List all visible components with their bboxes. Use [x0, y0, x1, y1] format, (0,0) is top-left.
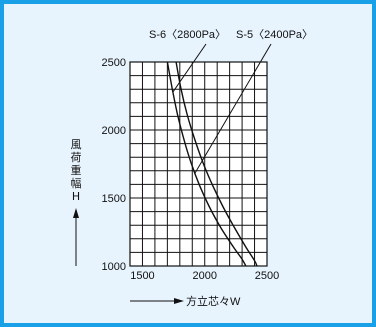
y-axis-title-char: 荷	[71, 151, 82, 164]
plot-border	[129, 61, 268, 267]
y-axis-title-char: 幅	[71, 177, 82, 190]
leader-line-2	[194, 43, 272, 174]
leader-line-1	[172, 43, 207, 93]
curves	[166, 61, 258, 267]
y-tick-label: 1500	[102, 193, 126, 205]
y-tick-label: 2500	[102, 57, 126, 69]
y-tick-labels: 1000 1500 2000 2500	[102, 57, 126, 273]
series-label-1: S-6〈2800Pa〉	[149, 28, 226, 41]
y-axis-arrow-head	[73, 208, 79, 218]
plot-area	[130, 62, 267, 266]
series-curve-1	[166, 61, 247, 267]
series-curve-2	[175, 61, 258, 267]
x-axis-arrow-head	[174, 298, 184, 304]
y-axis-title-char: H	[72, 190, 80, 203]
x-tick-label: 2000	[192, 270, 216, 282]
x-tick-labels: 1500 2000 2500	[130, 270, 279, 282]
x-axis-title: 方立芯々W	[186, 294, 241, 308]
x-tick-label: 1500	[130, 270, 154, 282]
y-tick-label: 2000	[102, 125, 126, 137]
y-tick-label: 1000	[102, 261, 126, 273]
series-label-2: S-5〈2400Pa〉	[236, 28, 313, 41]
annotations: S-6〈2800Pa〉 S-5〈2400Pa〉	[149, 28, 313, 174]
x-tick-label: 2500	[255, 270, 279, 282]
y-axis-title-char: 風	[71, 138, 82, 151]
y-axis-title-char: 重	[71, 163, 82, 177]
